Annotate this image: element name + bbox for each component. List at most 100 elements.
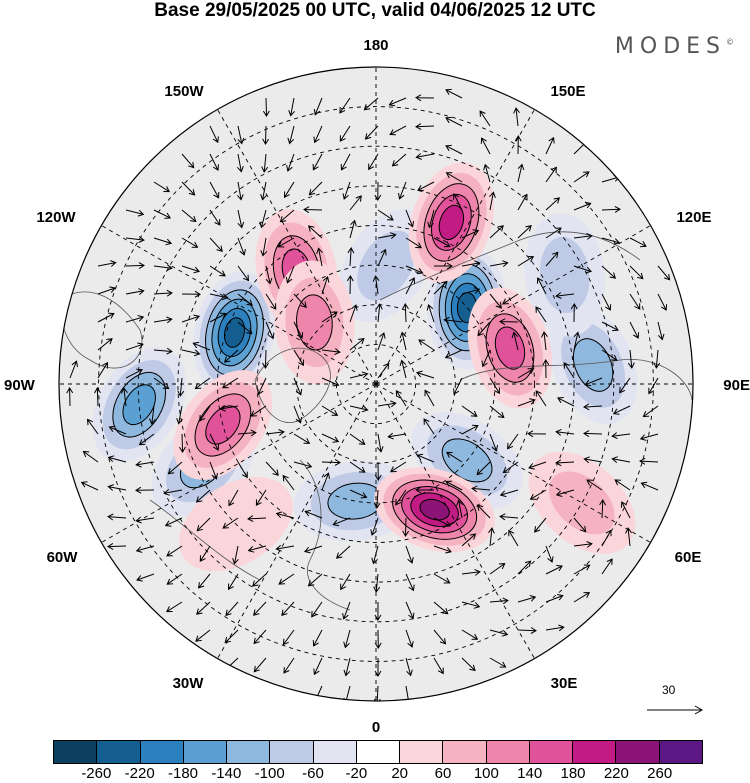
wind-arrow <box>657 265 671 281</box>
wind-arrow <box>108 425 127 435</box>
colorbar-swatch <box>659 741 702 763</box>
wind-arrow <box>136 573 155 582</box>
wind-arrow <box>513 107 520 127</box>
wind-arrow <box>196 517 211 532</box>
wind-arrow <box>499 513 519 521</box>
wind-arrow <box>573 201 592 211</box>
wind-arrow <box>461 287 481 295</box>
map-title: Base 29/05/2025 00 UTC, valid 04/06/2025… <box>154 0 596 21</box>
colorbar-swatch <box>227 741 271 763</box>
wind-arrow <box>181 290 201 298</box>
latitude-circle <box>335 343 417 425</box>
wind-arrow <box>405 277 416 295</box>
wind-arrow <box>405 657 413 677</box>
wind-arrow <box>545 197 561 211</box>
wind-arrow <box>461 601 481 609</box>
wind-arrow <box>573 265 593 274</box>
wind-arrow <box>489 293 502 309</box>
wind-arrow <box>545 251 559 267</box>
wind-arrow <box>237 293 253 306</box>
wind-arrow <box>398 181 407 200</box>
wind-arrow <box>97 286 116 295</box>
wind-arrow <box>511 331 519 351</box>
anomaly-contour <box>438 204 465 241</box>
wind-arrow <box>555 292 575 299</box>
wind-arrow <box>181 209 197 223</box>
wind-arrow <box>120 387 128 407</box>
wind-arrow <box>209 125 219 144</box>
wind-arrow <box>209 181 220 199</box>
wind-arrow <box>627 349 635 369</box>
wind-arrow <box>247 515 267 523</box>
anomaly-contour <box>494 326 526 370</box>
wind-arrow <box>259 209 267 229</box>
wind-arrow <box>153 316 173 324</box>
wind-arrow <box>167 461 183 475</box>
wind-arrow <box>629 237 647 248</box>
wind-arrow <box>343 657 351 677</box>
wind-arrow <box>542 359 550 379</box>
wind-arrow <box>349 489 368 499</box>
wind-arrow <box>283 181 295 199</box>
wind-arrow <box>374 658 382 677</box>
wind-arrow <box>262 97 270 117</box>
wind-arrow <box>427 209 435 229</box>
wind-arrow <box>282 474 295 491</box>
wind-arrow <box>517 595 537 603</box>
wind-arrow <box>349 461 366 473</box>
wind-arrow <box>535 306 547 323</box>
wind-arrow <box>176 405 183 425</box>
wind-arrow <box>288 97 295 117</box>
wind-arrow <box>445 144 463 155</box>
wind-arrow <box>405 601 415 620</box>
wind-arrow <box>237 209 245 229</box>
lon-label-150e: 150E <box>550 83 585 100</box>
wind-arrow <box>349 195 362 211</box>
wind-arrow <box>415 370 435 379</box>
wind-arrow <box>260 181 267 201</box>
lon-label-90e: 90E <box>723 377 750 394</box>
wind-arrow <box>573 540 593 548</box>
wind-arrow <box>321 377 340 387</box>
wind-arrow <box>415 486 435 494</box>
wind-arrow <box>433 601 449 615</box>
colorbar-swatch <box>486 741 530 763</box>
wind-arrow <box>374 629 382 649</box>
colorbar-swatch <box>313 741 357 763</box>
latitude-circle <box>137 145 615 623</box>
wind-arrow <box>499 318 519 326</box>
wind-arrow <box>517 193 528 211</box>
latitude-circle <box>256 264 496 504</box>
wind-arrow <box>165 601 183 613</box>
wind-arrow <box>346 275 354 295</box>
wind-arrow <box>557 397 575 407</box>
wind-arrow <box>489 563 506 575</box>
wind-arrow <box>255 489 267 507</box>
wind-arrow <box>489 377 500 395</box>
wind-arrow <box>368 153 379 171</box>
wind-arrow <box>303 206 323 214</box>
wind-arrow <box>199 405 211 422</box>
coastlines <box>59 231 693 611</box>
wind-arrow <box>399 331 407 351</box>
wind-arrow <box>237 321 253 335</box>
wind-arrow <box>209 433 220 451</box>
wind-arrow <box>321 348 341 355</box>
wind-arrow <box>209 153 219 171</box>
wind-arrow <box>340 153 351 171</box>
wind-arrow <box>461 405 478 417</box>
wind-arrow <box>389 461 407 473</box>
wind-arrow <box>107 513 127 521</box>
wind-arrow <box>278 573 295 585</box>
wind-arrow <box>135 486 155 494</box>
wind-arrow <box>349 433 366 445</box>
wind-arrow <box>612 405 631 415</box>
wind-arrow <box>395 389 407 407</box>
lon-label-120w: 120W <box>36 209 76 226</box>
wind-arrow <box>195 629 211 642</box>
anomaly-contour <box>122 384 156 426</box>
wind-arrow <box>261 153 269 173</box>
wind-arrow <box>293 461 313 469</box>
wind-arrow <box>364 125 379 140</box>
wind-arrow <box>125 236 145 243</box>
